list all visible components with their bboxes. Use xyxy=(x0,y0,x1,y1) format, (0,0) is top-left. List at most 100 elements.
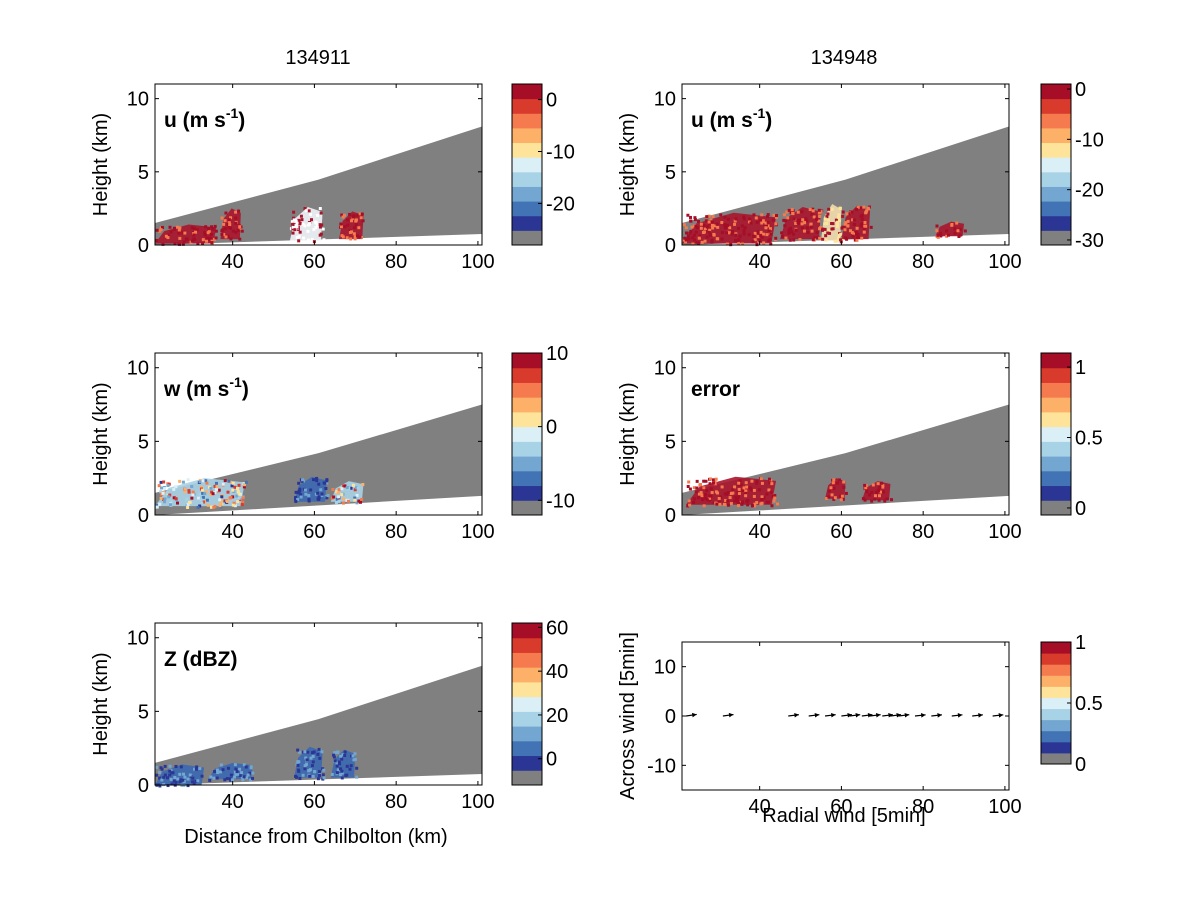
echo-speckle xyxy=(237,209,241,213)
echo-speckle xyxy=(201,238,205,242)
echo-speckle xyxy=(879,481,883,485)
echo-speckle xyxy=(298,230,302,234)
echo-speckle xyxy=(768,481,772,485)
echo-speckle xyxy=(750,479,754,483)
echo-speckle xyxy=(787,228,791,232)
echo-speckle xyxy=(794,221,798,225)
colorbar-segment xyxy=(1041,142,1071,158)
echo-speckle xyxy=(357,226,361,230)
echo-speckle xyxy=(689,219,693,223)
echo-speckle xyxy=(855,208,859,212)
time-label-left: 134911 xyxy=(285,47,350,69)
echo-speckle xyxy=(349,237,353,241)
echo-speckle xyxy=(935,224,939,228)
echo-speckle xyxy=(220,233,224,237)
colorbar-segment xyxy=(1041,367,1071,383)
echo-speckle xyxy=(161,491,165,495)
echo-speckle xyxy=(736,500,740,504)
echo-speckle xyxy=(700,494,704,498)
echo-speckle xyxy=(865,489,869,493)
x-tick-label: 100 xyxy=(461,521,494,543)
echo-speckle xyxy=(821,237,825,241)
echo-speckle xyxy=(220,499,224,503)
echo-speckle xyxy=(756,235,760,239)
echo-speckle xyxy=(337,499,341,503)
echo-speckle xyxy=(238,226,242,230)
echo-speckle xyxy=(242,485,246,489)
echo-speckle xyxy=(817,219,821,223)
echo-speckle xyxy=(205,236,209,240)
echo-speckle xyxy=(766,500,770,504)
echo-speckle xyxy=(361,219,365,223)
echo-speckle xyxy=(233,763,237,767)
echo-speckle xyxy=(752,213,756,217)
colorbar-segment xyxy=(512,171,542,187)
echo-speckle xyxy=(736,489,740,493)
echo-speckle xyxy=(292,218,296,222)
echo-speckle xyxy=(749,486,753,490)
echo-speckle xyxy=(828,231,832,235)
echo-region xyxy=(825,478,848,502)
echo-speckle xyxy=(308,774,312,778)
colorbar-tick-label: 60 xyxy=(546,617,568,639)
echo-speckle xyxy=(304,209,308,213)
echo-speckle xyxy=(355,493,359,497)
echo-speckle xyxy=(343,750,347,754)
echo-speckle xyxy=(160,767,164,771)
echo-speckle xyxy=(767,488,771,492)
echo-speckle xyxy=(841,214,845,218)
echo-speckle xyxy=(687,499,691,503)
echo-speckle xyxy=(740,224,744,228)
echo-speckle xyxy=(855,238,859,242)
echo-speckle xyxy=(182,240,186,244)
echo-speckle xyxy=(304,763,308,767)
echo-speckle xyxy=(729,502,733,506)
echo-speckle xyxy=(303,767,307,771)
colorbar-segment xyxy=(1041,719,1071,732)
echo-speckle xyxy=(786,216,790,220)
echo-speckle xyxy=(183,775,187,779)
echo-speckle xyxy=(195,765,199,769)
echo-speckle xyxy=(297,491,301,495)
echo-speckle xyxy=(957,234,961,238)
y-tick-label: 5 xyxy=(665,162,676,184)
echo-speckle xyxy=(846,224,850,228)
echo-speckle xyxy=(176,777,180,781)
echo-speckle xyxy=(729,492,733,496)
echo-speckle xyxy=(353,237,357,241)
echo-speckle xyxy=(231,481,235,485)
colorbar-segment xyxy=(512,726,542,742)
x-tick-label: 100 xyxy=(988,251,1021,273)
echo-speckle xyxy=(859,224,863,228)
echo-speckle xyxy=(304,756,308,760)
x-tick-label: 80 xyxy=(385,251,407,273)
echo-speckle xyxy=(833,239,837,243)
colorbar-segment xyxy=(512,215,542,231)
echo-speckle xyxy=(201,495,205,499)
echo-speckle xyxy=(351,754,355,758)
field-label: w (m s-1) xyxy=(163,374,249,401)
echo-speckle xyxy=(689,215,693,219)
echo-speckle xyxy=(194,767,198,771)
wind-vectors xyxy=(685,712,1004,718)
echo-speckle xyxy=(338,762,342,766)
colorbar-segment xyxy=(512,441,542,457)
echo-speckle xyxy=(209,492,213,496)
echo-speckle xyxy=(312,228,316,232)
echo-speckle xyxy=(780,231,784,235)
echo-speckle xyxy=(708,494,712,498)
echo-speckle xyxy=(339,225,343,229)
echo-speckle xyxy=(737,238,741,242)
echo-speckle xyxy=(841,210,845,214)
echo-speckle xyxy=(223,479,227,483)
echo-speckle xyxy=(825,215,829,219)
echo-speckle xyxy=(201,500,205,504)
no-data-wedge xyxy=(155,665,482,785)
colorbar-segment xyxy=(1041,456,1071,472)
echo-speckle xyxy=(749,221,753,225)
echo-speckle xyxy=(325,481,329,485)
x-tick-label: 60 xyxy=(303,791,325,813)
echo-speckle xyxy=(236,490,240,494)
echo-speckle xyxy=(238,225,242,229)
